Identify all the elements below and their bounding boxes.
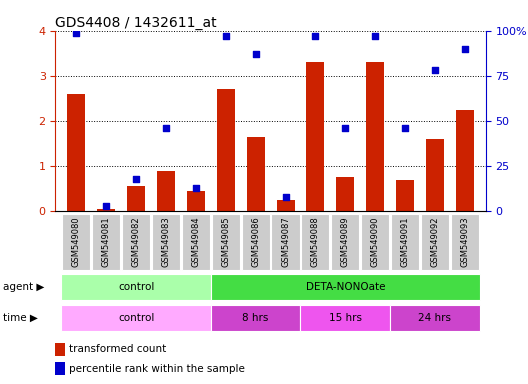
Text: 8 hrs: 8 hrs	[242, 313, 269, 323]
FancyBboxPatch shape	[152, 214, 180, 270]
Point	[102, 203, 110, 209]
FancyBboxPatch shape	[391, 214, 419, 270]
Point	[281, 194, 290, 200]
Point	[251, 51, 260, 57]
Text: transformed count: transformed count	[69, 344, 166, 354]
FancyBboxPatch shape	[271, 214, 299, 270]
Text: GSM549090: GSM549090	[371, 217, 380, 267]
Text: GSM549083: GSM549083	[162, 217, 171, 267]
Bar	[187, 191, 205, 211]
FancyBboxPatch shape	[242, 214, 270, 270]
Bar	[157, 170, 175, 211]
FancyBboxPatch shape	[182, 214, 210, 270]
Bar	[336, 177, 354, 211]
FancyBboxPatch shape	[331, 214, 360, 270]
Text: GSM549081: GSM549081	[102, 217, 111, 267]
Text: GSM549082: GSM549082	[131, 217, 140, 267]
Bar	[127, 186, 145, 211]
Text: GSM549091: GSM549091	[401, 217, 410, 267]
Point	[132, 175, 140, 182]
FancyBboxPatch shape	[300, 305, 390, 331]
FancyBboxPatch shape	[421, 214, 449, 270]
Point	[222, 33, 230, 39]
Text: 15 hrs: 15 hrs	[329, 313, 362, 323]
Text: DETA-NONOate: DETA-NONOate	[306, 282, 385, 292]
Text: GSM549080: GSM549080	[72, 217, 81, 267]
Point	[401, 125, 409, 131]
Text: time ▶: time ▶	[3, 313, 37, 323]
FancyBboxPatch shape	[62, 214, 90, 270]
FancyBboxPatch shape	[451, 214, 479, 270]
Point	[371, 33, 380, 39]
Point	[341, 125, 350, 131]
Bar	[55, 362, 65, 375]
Bar	[456, 110, 474, 211]
Bar	[55, 343, 65, 356]
Bar	[247, 137, 265, 211]
FancyBboxPatch shape	[390, 305, 480, 331]
Point	[311, 33, 319, 39]
Bar	[396, 180, 414, 211]
FancyBboxPatch shape	[122, 214, 150, 270]
FancyBboxPatch shape	[92, 214, 120, 270]
Text: GSM549084: GSM549084	[191, 217, 201, 267]
Text: GSM549087: GSM549087	[281, 217, 290, 267]
Text: GDS4408 / 1432611_at: GDS4408 / 1432611_at	[55, 16, 217, 30]
Point	[72, 30, 81, 36]
Text: GSM549092: GSM549092	[430, 217, 439, 267]
Text: control: control	[118, 282, 154, 292]
Bar	[97, 209, 115, 211]
Text: agent ▶: agent ▶	[3, 282, 44, 292]
Text: GSM549088: GSM549088	[311, 217, 320, 267]
Bar	[426, 139, 444, 211]
FancyBboxPatch shape	[211, 274, 480, 300]
FancyBboxPatch shape	[212, 214, 240, 270]
Text: control: control	[118, 313, 154, 323]
Text: GSM549085: GSM549085	[221, 217, 230, 267]
Text: 24 hrs: 24 hrs	[419, 313, 451, 323]
Point	[192, 185, 200, 191]
Text: GSM549086: GSM549086	[251, 217, 260, 267]
Point	[460, 46, 469, 52]
Text: GSM549089: GSM549089	[341, 217, 350, 267]
FancyBboxPatch shape	[61, 305, 211, 331]
Point	[431, 67, 439, 73]
Bar	[277, 200, 295, 211]
Bar	[366, 62, 384, 211]
FancyBboxPatch shape	[361, 214, 389, 270]
FancyBboxPatch shape	[61, 274, 211, 300]
Bar	[306, 62, 324, 211]
Text: GSM549093: GSM549093	[460, 217, 469, 267]
Point	[162, 125, 170, 131]
Bar	[68, 94, 86, 211]
Text: percentile rank within the sample: percentile rank within the sample	[69, 364, 245, 374]
FancyBboxPatch shape	[301, 214, 329, 270]
FancyBboxPatch shape	[211, 305, 300, 331]
Bar	[217, 89, 235, 211]
